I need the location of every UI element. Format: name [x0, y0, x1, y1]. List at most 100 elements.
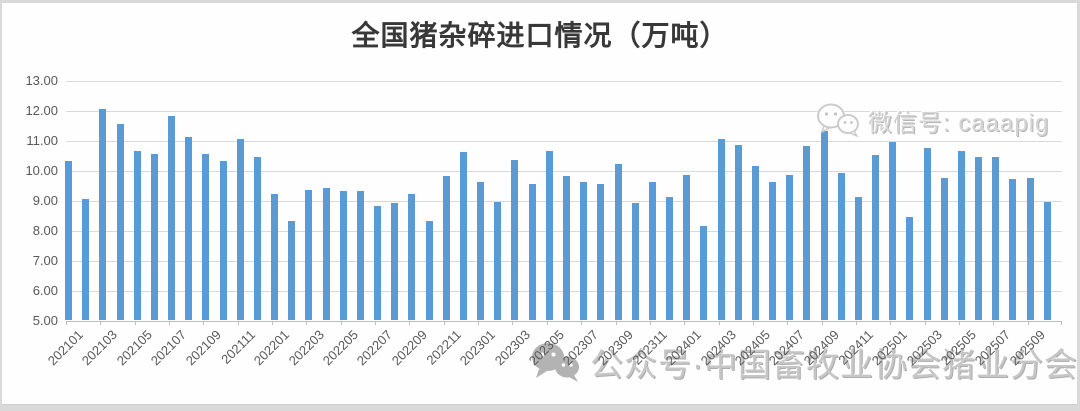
wechat-icon	[817, 103, 859, 138]
bar-202102	[82, 198, 90, 320]
axis-tick	[340, 321, 342, 325]
axis-tick	[855, 321, 857, 325]
y-tick-label: 6.00	[32, 283, 58, 298]
bar-202201	[271, 194, 279, 320]
bar-202402	[700, 225, 708, 320]
bar-202112	[253, 156, 261, 320]
y-tick-label: 12.00	[25, 103, 58, 118]
gridline	[66, 171, 1062, 172]
bar-202508	[1009, 179, 1017, 320]
x-tick-label: 202107	[147, 327, 190, 369]
gridline	[66, 111, 1062, 112]
bar-202202	[288, 221, 296, 320]
bar-202212	[459, 152, 467, 320]
watermark-top-right: 微信号: caaapig	[814, 101, 1049, 139]
bar-202307	[580, 182, 588, 320]
axis-tick	[615, 321, 617, 325]
bar-202306	[563, 176, 570, 320]
axis-tick	[649, 321, 651, 325]
bar-202403	[717, 138, 725, 320]
bar-202510	[1043, 201, 1051, 320]
x-tick-label: 202209	[388, 327, 430, 369]
x-tick-label: 202103	[79, 327, 121, 369]
axis-tick	[752, 321, 754, 325]
bar-202111	[236, 138, 244, 320]
x-tick-label: 202109	[182, 327, 224, 369]
axis-tick	[718, 321, 720, 325]
bar-202506	[975, 156, 983, 320]
bar-202412	[872, 155, 880, 320]
bar-202406	[769, 182, 777, 320]
axis-tick	[169, 321, 171, 325]
x-tick-label: 202303	[491, 327, 533, 369]
bar-202105	[133, 150, 141, 320]
bar-202409	[820, 131, 828, 320]
axis-tick	[924, 321, 926, 325]
x-tick-label: 202211	[423, 327, 464, 368]
axis-tick	[787, 321, 789, 325]
wechat-icon	[532, 343, 579, 382]
bar-202109	[202, 153, 210, 320]
axis-tick	[890, 321, 892, 325]
gridline	[66, 81, 1062, 82]
chart-title: 全国猪杂碎进口情况（万吨）	[351, 19, 729, 52]
y-tick-label: 5.00	[32, 313, 58, 328]
axis-tick	[1061, 321, 1062, 325]
bar-202503	[923, 147, 931, 320]
bar-202207	[374, 206, 382, 320]
x-tick-label: 202101	[44, 327, 87, 369]
axis-tick	[958, 321, 960, 325]
bar-202103	[99, 108, 107, 320]
bottom-edge-strip	[0, 404, 1080, 411]
bar-202203	[305, 189, 313, 320]
axis-tick	[66, 321, 67, 325]
x-tick-label: 202105	[113, 327, 155, 369]
bar-202509	[1026, 177, 1034, 320]
y-tick-label: 13.00	[25, 73, 58, 88]
axis-tick	[306, 321, 308, 325]
bar-202211	[442, 176, 450, 320]
bar-202310	[631, 203, 639, 320]
bar-202401	[683, 174, 691, 320]
axis-tick	[581, 321, 583, 325]
bar-202106	[150, 153, 158, 320]
x-axis-line	[66, 321, 1062, 322]
bar-202304	[528, 183, 536, 320]
axis-tick	[546, 321, 548, 325]
watermark-bottom: 公众号·中国畜牧业协会猪业分会	[528, 338, 1078, 386]
y-tick-label: 8.00	[32, 223, 58, 238]
axis-tick	[375, 321, 377, 325]
bar-202204	[322, 188, 330, 320]
axis-tick	[134, 321, 136, 325]
x-tick-label: 202301	[456, 327, 499, 369]
gridline	[66, 141, 1062, 142]
watermark-account-name: 公众号·中国畜牧业协会猪业分会	[590, 346, 1078, 383]
axis-tick	[821, 321, 823, 325]
axis-tick	[443, 321, 445, 325]
bar-202107	[168, 116, 176, 320]
bar-202309	[614, 164, 622, 320]
x-tick-label: 202207	[353, 327, 396, 369]
axis-tick	[272, 321, 274, 325]
axis-tick	[203, 321, 205, 325]
bar-202110	[219, 161, 227, 320]
axis-tick	[237, 321, 239, 325]
bar-202305	[545, 150, 553, 320]
y-tick-label: 10.00	[25, 163, 58, 178]
axis-tick	[993, 321, 995, 325]
bar-202108	[185, 137, 193, 320]
bar-202504	[940, 177, 948, 320]
bar-202308	[597, 183, 605, 320]
x-tick-label: 202201	[250, 327, 293, 369]
axis-tick	[1027, 321, 1029, 325]
axis-tick	[478, 321, 480, 325]
bar-202405	[751, 165, 759, 320]
bar-202505	[957, 150, 965, 320]
axis-tick	[684, 321, 686, 325]
plot-area	[65, 81, 1062, 325]
bar-202501	[889, 141, 897, 320]
bar-202104	[116, 123, 124, 320]
bar-202209	[408, 194, 416, 320]
bar-202411	[854, 197, 862, 320]
